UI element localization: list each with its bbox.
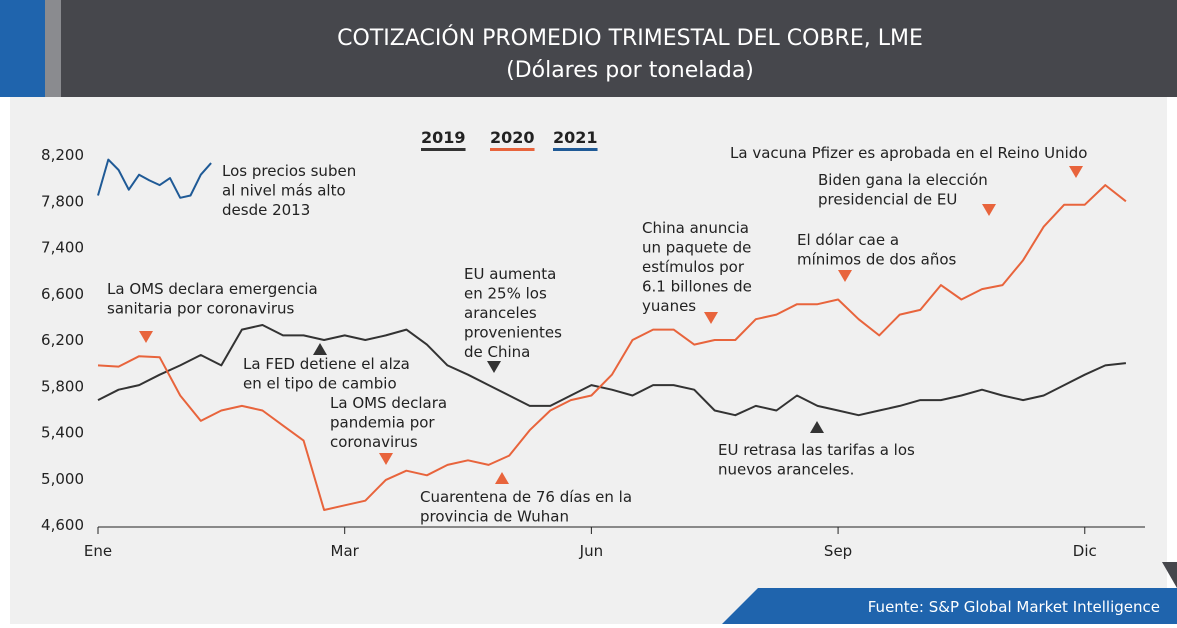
annotation: Biden gana la elección bbox=[818, 171, 988, 189]
annotation: La vacuna Pfizer es aprobada en el Reino… bbox=[730, 144, 1088, 162]
annotation: El dólar cae a bbox=[797, 231, 899, 249]
annotation-marker bbox=[704, 312, 718, 324]
y-tick-label: 7,800 bbox=[41, 192, 84, 210]
annotation-marker bbox=[1069, 166, 1083, 178]
source: Fuente: S&P Global Market Intelligence bbox=[868, 598, 1160, 616]
legend-label: 2021 bbox=[553, 128, 598, 147]
x-tick-label: Sep bbox=[824, 542, 852, 560]
annotation-marker bbox=[982, 204, 996, 216]
annotation: La OMS declara emergencia bbox=[107, 280, 318, 298]
annotation: EU aumenta bbox=[464, 265, 556, 283]
annotation: coronavirus bbox=[330, 433, 418, 451]
annotation: pandemia por bbox=[330, 414, 435, 432]
header-stripe bbox=[45, 0, 61, 97]
plot-background bbox=[10, 97, 1167, 624]
annotation: presidencial de EU bbox=[818, 191, 957, 209]
legend-swatch bbox=[490, 148, 535, 151]
y-tick-label: 6,600 bbox=[41, 285, 84, 303]
x-tick-label: Dic bbox=[1073, 542, 1097, 560]
header-stripe bbox=[0, 0, 45, 97]
annotation: Cuarentena de 76 días en la bbox=[420, 488, 632, 506]
y-tick-label: 7,400 bbox=[41, 239, 84, 257]
x-tick-label: Mar bbox=[331, 542, 360, 560]
x-tick-label: Ene bbox=[84, 542, 112, 560]
legend-swatch bbox=[421, 148, 466, 151]
annotation: de China bbox=[464, 343, 530, 361]
x-tick-label: Jun bbox=[579, 542, 603, 560]
annotation-marker bbox=[379, 453, 393, 465]
y-tick-label: 8,200 bbox=[41, 146, 84, 164]
annotation-marker bbox=[313, 343, 327, 355]
annotation: aranceles bbox=[464, 304, 537, 322]
source-banner bbox=[722, 588, 1177, 624]
header bbox=[0, 0, 1177, 97]
series-line bbox=[97, 158, 212, 199]
annotation: EU retrasa las tarifas a los bbox=[718, 441, 915, 459]
annotation: al nivel más alto bbox=[222, 182, 346, 200]
legend-swatch bbox=[553, 148, 598, 151]
y-tick-label: 5,000 bbox=[41, 470, 84, 488]
annotation: un paquete de bbox=[642, 239, 751, 257]
corner-mark bbox=[1162, 562, 1177, 588]
annotation: mínimos de dos años bbox=[797, 251, 957, 269]
annotation: provenientes bbox=[464, 324, 562, 342]
y-tick-label: 5,800 bbox=[41, 377, 84, 395]
chart-title: COTIZACIÓN PROMEDIO TRIMESTAL DEL COBRE,… bbox=[337, 25, 923, 51]
annotation: 6.1 billones de bbox=[642, 278, 752, 296]
annotation: estímulos por bbox=[642, 258, 745, 276]
annotation: sanitaria por coronavirus bbox=[107, 300, 295, 318]
series-line bbox=[97, 184, 1127, 511]
legend-label: 2020 bbox=[490, 128, 535, 147]
series-line bbox=[97, 324, 1127, 417]
annotation-marker bbox=[838, 270, 852, 282]
annotation: nuevos aranceles. bbox=[718, 461, 854, 479]
annotation: La OMS declara bbox=[330, 394, 447, 412]
annotation: La FED detiene el alza bbox=[243, 355, 410, 373]
annotation: China anuncia bbox=[642, 219, 749, 237]
annotation-marker bbox=[487, 361, 501, 373]
annotation-marker bbox=[139, 331, 153, 343]
y-tick-label: 4,600 bbox=[41, 516, 84, 534]
chart-subtitle: (Dólares por tonelada) bbox=[506, 58, 754, 83]
y-tick-label: 5,400 bbox=[41, 424, 84, 442]
annotation: en 25% los bbox=[464, 285, 547, 303]
legend-label: 2019 bbox=[421, 128, 466, 147]
annotation: yuanes bbox=[642, 297, 696, 315]
annotation: desde 2013 bbox=[222, 201, 310, 219]
y-tick-label: 6,200 bbox=[41, 331, 84, 349]
annotation-marker bbox=[495, 472, 509, 484]
annotation-marker bbox=[810, 421, 824, 433]
annotation: Los precios suben bbox=[222, 162, 356, 180]
annotation: en el tipo de cambio bbox=[243, 375, 397, 393]
annotation: provincia de Wuhan bbox=[420, 508, 569, 526]
